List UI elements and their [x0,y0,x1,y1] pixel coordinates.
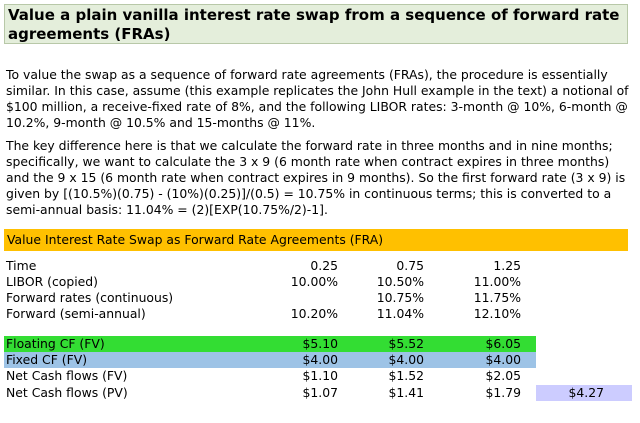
table-row-forward-continuous: Forward rates (continuous) 10.75% 11.75% [0,290,640,306]
row-label: Net Cash flows (PV) [6,385,128,400]
cell-col3: 11.75% [473,290,521,305]
cell-col1: 0.25 [310,258,338,273]
cell-col3: 1.25 [493,258,521,273]
cell-col1: $5.10 [302,336,338,351]
forward-rate-paragraph: The key difference here is that we calcu… [6,138,626,217]
row-label: Forward (semi-annual) [6,306,146,321]
page-title: Value a plain vanilla interest rate swap… [4,4,628,44]
cell-col2: 10.75% [376,290,424,305]
cell-col3: $4.00 [485,352,521,367]
cell-col3: 11.00% [473,274,521,289]
cell-col3: $6.05 [485,336,521,351]
table-row-forward-semiannual: Forward (semi-annual) 10.20% 11.04% 12.1… [0,306,640,322]
cell-col2: $1.52 [388,368,424,383]
cell-col2: 11.04% [376,306,424,321]
fixed-row-highlight [4,352,536,368]
total-highlight [536,385,632,401]
row-label: Floating CF (FV) [6,336,105,351]
cell-col1: 10.20% [290,306,338,321]
table-row-time: Time 0.25 0.75 1.25 [0,258,640,274]
row-label: Forward rates (continuous) [6,290,174,305]
cell-col2: $4.00 [388,352,424,367]
cell-col3: 12.10% [473,306,521,321]
cell-col3: $2.05 [485,368,521,383]
cell-col1: $1.10 [302,368,338,383]
row-label: Net Cash flows (FV) [6,368,128,383]
cell-col2: $1.41 [388,385,424,400]
table-row-net-pv: Net Cash flows (PV) $1.07 $1.41 $1.79 $4… [0,385,640,401]
table-row-fixed-cf: Fixed CF (FV) $4.00 $4.00 $4.00 [0,352,640,368]
cell-col1: 10.00% [290,274,338,289]
pv-total-value: $4.27 [568,385,604,400]
cell-col1: $1.07 [302,385,338,400]
intro-paragraph: To value the swap as a sequence of forwa… [6,67,629,130]
table-row-net-fv: Net Cash flows (FV) $1.10 $1.52 $2.05 [0,368,640,384]
floating-row-highlight [4,336,536,352]
row-label: Time [6,258,37,273]
row-label: Fixed CF (FV) [6,352,88,367]
row-label: LIBOR (copied) [6,274,98,289]
cell-col2: $5.52 [388,336,424,351]
cell-col2: 0.75 [396,258,424,273]
fra-table-header: Value Interest Rate Swap as Forward Rate… [4,229,628,251]
cell-col2: 10.50% [376,274,424,289]
table-row-floating-cf: Floating CF (FV) $5.10 $5.52 $6.05 [0,336,640,352]
cell-col3: $1.79 [485,385,521,400]
cell-col1: $4.00 [302,352,338,367]
table-row-libor: LIBOR (copied) 10.00% 10.50% 11.00% [0,274,640,290]
